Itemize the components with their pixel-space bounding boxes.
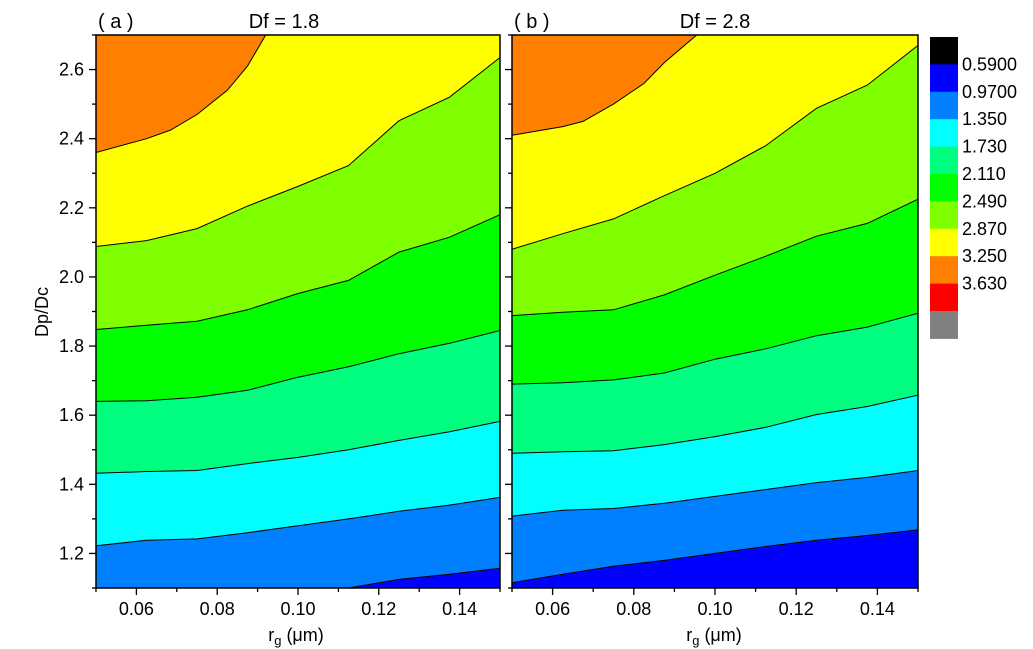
contour-line — [96, 496, 500, 547]
color-scale-label: 2.870 — [962, 219, 1007, 239]
x-tick-label: 0.06 — [535, 599, 570, 619]
panel-label: ( b ) — [514, 11, 550, 33]
x-axis-label-unit: (μm) — [281, 625, 323, 645]
color-swatch — [930, 37, 958, 65]
y-axis-ticks: 1.2 1.4 1.6 1.8 2.0 2.2 2.4 2.6 — [59, 34, 96, 589]
contour-plot-area — [512, 35, 918, 588]
color-swatch — [930, 256, 958, 285]
y-axis-ticks — [505, 34, 512, 589]
contour-line — [512, 45, 918, 250]
contour-line — [512, 312, 918, 385]
contour-line — [512, 198, 918, 317]
x-tick-label: 0.06 — [119, 599, 154, 619]
color-scale-label: 3.630 — [962, 274, 1007, 294]
contour-plot-area — [96, 35, 500, 588]
x-tick-label: 0.10 — [280, 599, 315, 619]
color-swatch — [930, 119, 958, 148]
color-swatch — [930, 283, 958, 312]
color-swatch — [930, 201, 958, 230]
contour-line — [512, 394, 918, 454]
color-scale-label: 1.730 — [962, 137, 1007, 157]
x-tick-label: 0.14 — [860, 599, 895, 619]
y-tick-label: 1.6 — [59, 405, 84, 425]
x-tick-label: 0.12 — [779, 599, 814, 619]
contour-line — [512, 470, 918, 517]
x-axis-label-subscript: g — [274, 633, 281, 648]
contour-line — [96, 35, 267, 153]
y-tick-label: 2.2 — [59, 198, 84, 218]
x-axis-label-b: rg (μm) — [686, 625, 742, 648]
svg-text:rg (μm): rg (μm) — [268, 625, 324, 648]
x-axis-label-subscript: g — [692, 633, 699, 648]
x-axis-label-main: r — [686, 625, 692, 645]
y-tick-label: 2.0 — [59, 267, 84, 287]
x-axis-ticks: 0.06 0.08 0.10 0.12 0.14 — [511, 588, 919, 619]
contour-band — [512, 35, 918, 136]
color-swatch — [930, 228, 958, 257]
contour-line — [348, 567, 500, 588]
contour-line — [96, 214, 500, 330]
panel-label: ( a ) — [98, 11, 134, 33]
x-tick-label: 0.08 — [200, 599, 235, 619]
x-axis-label-unit: (μm) — [699, 625, 741, 645]
y-tick-label: 2.4 — [59, 129, 84, 149]
color-swatch — [930, 311, 958, 339]
contour-line — [512, 35, 698, 136]
color-scale-label: 0.5900 — [962, 54, 1017, 74]
color-scale-legend: 0.5900 0.9700 1.350 1.730 2.110 2.490 2.870 3.2… — [930, 37, 1017, 339]
x-tick-label: 0.14 — [442, 599, 477, 619]
svg-text:rg (μm): rg (μm) — [686, 625, 742, 648]
x-axis-label-a: rg (μm) — [268, 625, 324, 648]
x-tick-label: 0.08 — [616, 599, 651, 619]
contour-line — [96, 57, 500, 247]
x-tick-label: 0.12 — [361, 599, 396, 619]
panel-a: 0.06 0.08 0.10 0.12 0.14 1.2 1.4 1.6 1.8 2.0 2.2 2.… — [59, 11, 501, 619]
y-tick-label: 1.2 — [59, 543, 84, 563]
contour-band — [96, 35, 500, 153]
color-swatch — [930, 146, 958, 175]
panel-b: 0.06 0.08 0.10 0.12 0.14 ( b ) Df = 2.8 — [505, 11, 919, 619]
color-scale-label: 2.110 — [962, 164, 1006, 184]
panels: 0.06 0.08 0.10 0.12 0.14 1.2 1.4 1.6 1.8 2.0 2.2 2.… — [59, 11, 919, 619]
y-tick-label: 1.8 — [59, 336, 84, 356]
color-scale-label: 1.350 — [962, 109, 1007, 129]
y-tick-label: 1.4 — [59, 474, 84, 494]
contour-line — [96, 330, 500, 402]
color-swatch — [930, 174, 958, 202]
contour-line — [512, 529, 918, 584]
contour-line — [96, 420, 500, 474]
y-tick-label: 2.6 — [59, 60, 84, 80]
x-axis-label-main: r — [268, 625, 274, 645]
color-scale-label: 3.250 — [962, 246, 1007, 266]
color-scale-label: 0.9700 — [962, 82, 1017, 102]
color-swatch — [930, 91, 958, 120]
x-tick-label: 0.10 — [697, 599, 732, 619]
y-axis-label: Dp/Dc — [32, 287, 52, 337]
panel-title: Df = 1.8 — [249, 11, 320, 33]
color-swatch — [930, 64, 958, 93]
color-scale-label: 2.490 — [962, 191, 1007, 211]
x-axis-ticks: 0.06 0.08 0.10 0.12 0.14 — [95, 588, 501, 619]
panel-title: Df = 2.8 — [680, 11, 751, 33]
